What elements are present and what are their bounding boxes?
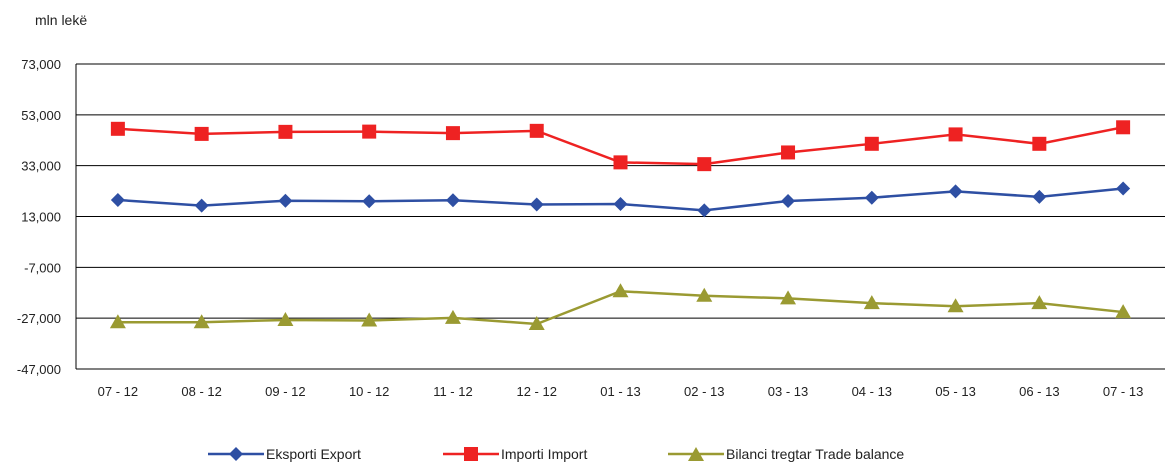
x-tick-label: 01 - 13 — [600, 384, 640, 399]
data-point-export — [697, 203, 712, 218]
data-point-export — [362, 194, 377, 209]
data-point-export — [948, 184, 963, 199]
legend-item-export: Eksporti Export — [208, 446, 361, 462]
y-tick-label: -27,000 — [17, 311, 61, 326]
y-tick-label: 33,000 — [21, 159, 61, 174]
data-point-export — [445, 193, 460, 208]
x-tick-label: 07 - 13 — [1103, 384, 1143, 399]
x-tick-label: 08 - 12 — [181, 384, 221, 399]
data-point-balance — [528, 316, 545, 331]
legend-import-label: Importi Import — [501, 446, 588, 462]
data-point-import — [110, 121, 125, 136]
data-point-export — [1116, 181, 1131, 196]
x-tick-label: 04 - 13 — [852, 384, 892, 399]
data-point-export — [781, 193, 796, 208]
y-tick-label: 53,000 — [21, 108, 61, 123]
data-point-balance — [780, 290, 797, 305]
y-tick-label: -47,000 — [17, 362, 61, 377]
x-tick-label: 02 - 13 — [684, 384, 724, 399]
legend-balance-swatch — [668, 447, 724, 461]
data-point-export — [864, 190, 879, 205]
legend: Eksporti Export Importi Import Bilanci t… — [0, 446, 1171, 470]
legend-import-swatch — [443, 447, 499, 461]
data-point-export — [1032, 189, 1047, 204]
data-point-export — [529, 197, 544, 212]
data-point-import — [529, 123, 544, 138]
data-point-balance — [109, 314, 126, 329]
data-point-import — [1032, 136, 1047, 151]
data-point-import — [781, 145, 796, 160]
data-point-export — [194, 198, 209, 213]
data-point-balance — [863, 295, 880, 310]
data-point-balance — [696, 287, 713, 302]
data-point-import — [864, 136, 879, 151]
data-point-import — [278, 124, 293, 139]
x-tick-label: 10 - 12 — [349, 384, 389, 399]
x-tick-label: 05 - 13 — [935, 384, 975, 399]
legend-export-swatch — [208, 447, 264, 461]
legend-item-balance: Bilanci tregtar Trade balance — [668, 446, 904, 462]
legend-export-label: Eksporti Export — [266, 446, 361, 462]
data-point-import — [362, 124, 377, 139]
data-point-import — [445, 126, 460, 141]
data-point-export — [110, 192, 125, 207]
data-point-balance — [444, 309, 461, 324]
x-tick-label: 11 - 12 — [433, 384, 473, 399]
legend-item-import: Importi Import — [443, 446, 587, 462]
y-tick-label: 73,000 — [21, 57, 61, 72]
data-point-balance — [361, 312, 378, 327]
legend-balance-label: Bilanci tregtar Trade balance — [726, 446, 905, 462]
x-tick-label: 07 - 12 — [98, 384, 138, 399]
x-tick-label: 06 - 13 — [1019, 384, 1059, 399]
data-point-import — [948, 127, 963, 142]
y-axis-unit-label: mln lekë — [35, 12, 88, 28]
x-tick-label: 09 - 12 — [265, 384, 305, 399]
data-point-balance — [193, 314, 210, 329]
y-tick-label: -7,000 — [24, 260, 61, 275]
data-point-balance — [277, 311, 294, 326]
data-point-export — [278, 193, 293, 208]
data-point-import — [697, 157, 712, 172]
data-point-import — [613, 155, 628, 170]
line-chart: 73,000 53,000 33,000 13,000 -7,000 -27,000 -47… — [17, 57, 1165, 399]
data-point-import — [1116, 120, 1131, 135]
data-point-import — [194, 126, 209, 141]
data-point-balance — [612, 283, 629, 298]
data-point-balance — [1115, 304, 1132, 319]
data-point-export — [613, 197, 628, 212]
data-point-balance — [947, 298, 964, 313]
y-tick-label: 13,000 — [21, 210, 61, 225]
x-tick-label: 12 - 12 — [516, 384, 556, 399]
data-point-balance — [1031, 295, 1048, 310]
x-tick-label: 03 - 13 — [768, 384, 808, 399]
